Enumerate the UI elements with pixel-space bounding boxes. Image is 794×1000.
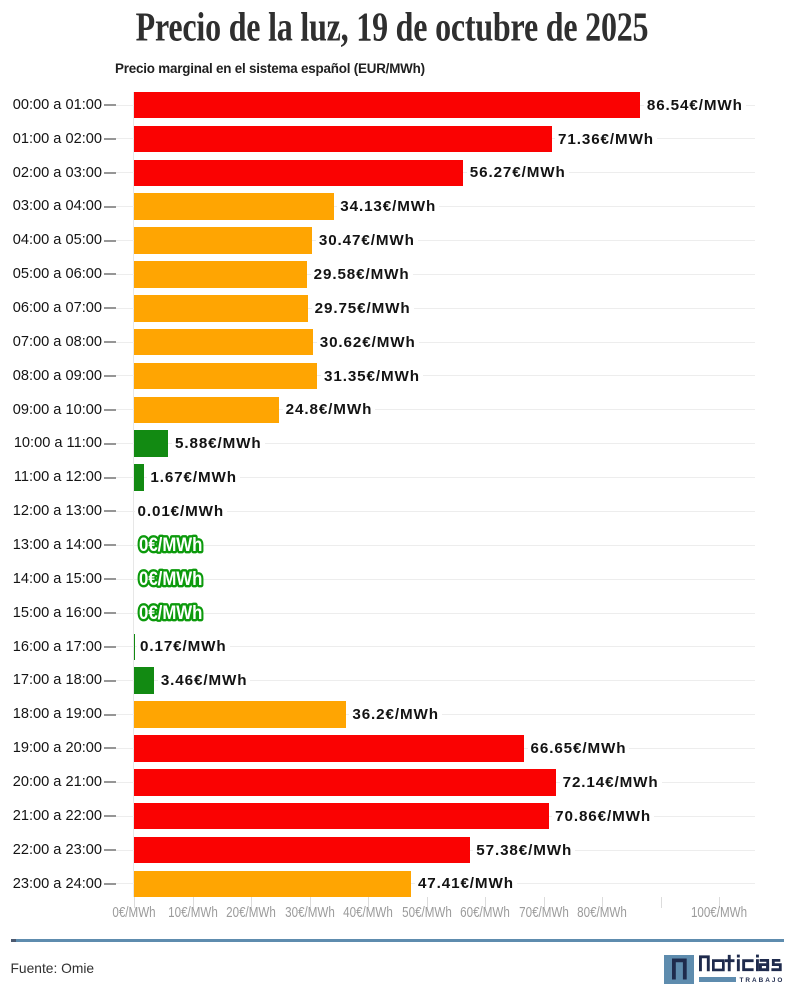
svg-text:0€/MWh: 0€/MWh [139,568,202,589]
svg-text:0€/MWh: 0€/MWh [139,602,202,623]
svg-text:0€/MWh: 0€/MWh [139,534,202,555]
